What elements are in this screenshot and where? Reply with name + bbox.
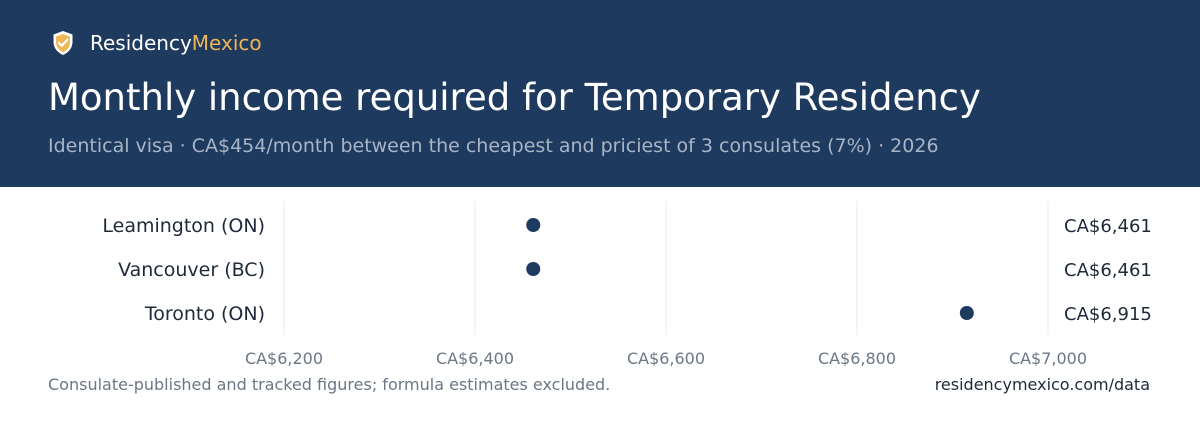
grid-lines: [283, 201, 1049, 335]
shield-check-icon: [52, 30, 74, 56]
brand-name: ResidencyMexico: [90, 31, 262, 55]
brand[interactable]: ResidencyMexico: [52, 30, 262, 56]
x-tick-label: CA$6,800: [818, 349, 896, 368]
page-title: Monthly income required for Temporary Re…: [48, 76, 981, 119]
value-label: CA$6,461: [1064, 216, 1152, 237]
category-label: Toronto (ON): [144, 303, 265, 325]
x-tick-label: CA$7,000: [1009, 349, 1087, 368]
x-tick-label: CA$6,600: [627, 349, 705, 368]
page-subtitle: Identical visa · CA$454/month between th…: [48, 135, 939, 157]
dot-plot-chart: Leamington (ON) Vancouver (BC) Toronto (ON…: [102, 201, 1152, 368]
category-label: Vancouver (BC): [118, 259, 265, 281]
value-labels: CA$6,461 CA$6,461 CA$6,915: [1064, 216, 1152, 325]
data-point[interactable]: [959, 306, 974, 320]
brand-name-primary: Residency: [90, 31, 192, 55]
x-tick-label: CA$6,200: [245, 349, 323, 368]
x-tick-label: CA$6,400: [436, 349, 514, 368]
data-point[interactable]: [526, 262, 541, 276]
header-banner: ResidencyMexico Monthly income required …: [0, 0, 1200, 187]
category-label: Leamington (ON): [102, 215, 265, 237]
brand-name-accent: Mexico: [191, 31, 262, 55]
source-link[interactable]: residencymexico.com/data: [934, 375, 1150, 394]
data-points: [526, 218, 974, 320]
data-point[interactable]: [526, 218, 541, 232]
category-labels: Leamington (ON) Vancouver (BC) Toronto (ON…: [102, 215, 265, 325]
footnote: Consulate-published and tracked figures;…: [48, 375, 611, 394]
value-label: CA$6,461: [1064, 260, 1152, 281]
value-label: CA$6,915: [1064, 304, 1152, 325]
x-axis-ticks: CA$6,200 CA$6,400 CA$6,600 CA$6,800 CA$7,000: [245, 349, 1087, 368]
